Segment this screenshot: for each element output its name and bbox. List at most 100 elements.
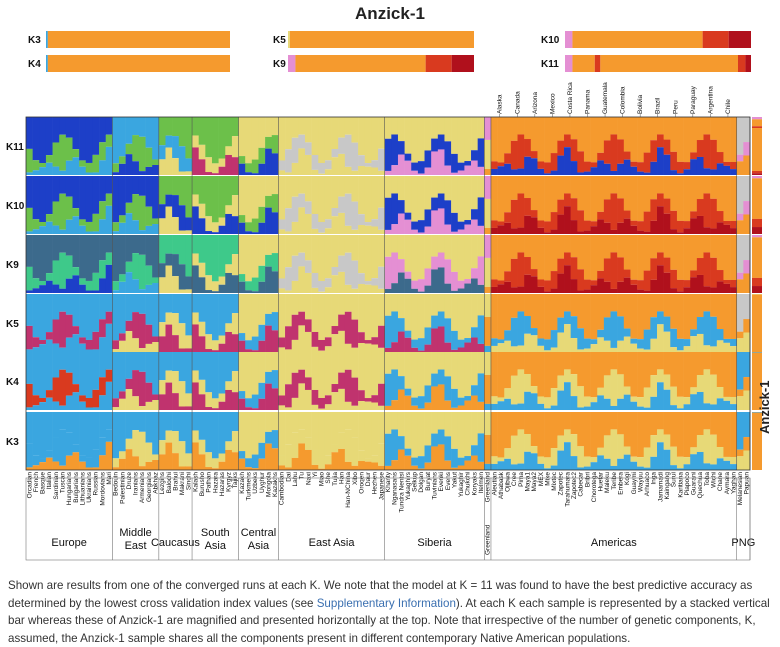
bar-K9-Bedouin-comp1 xyxy=(112,281,120,291)
bar-K5-Tajiks-comp0 xyxy=(231,294,239,314)
bar-K11-Italian-comp0 xyxy=(45,117,53,156)
bar-K5-Koryaks-comp0 xyxy=(471,294,478,328)
bar-K4-Koryaks-comp2 xyxy=(471,395,478,410)
bar-K9-Zapotec2-comp0 xyxy=(570,235,578,258)
bar-K4-Mixe-comp0 xyxy=(544,352,552,398)
sample-label-Hungarians: Hungarians xyxy=(66,471,73,505)
bar-K4-Bedouin-comp2 xyxy=(112,407,120,410)
bar-K11-Papuan-comp2 xyxy=(743,155,751,175)
bar-K5-Piapoco-comp1 xyxy=(683,339,691,347)
bar-K9-Koryaks-comp2 xyxy=(471,278,478,293)
bar-K4-Tujia-comp2 xyxy=(331,392,339,410)
bar-K4-Basque-comp2 xyxy=(39,402,47,410)
bar-K3-Tuscan-comp2 xyxy=(59,465,67,470)
bar-K10-Surui-comp0 xyxy=(670,176,678,211)
sample-label-Miao: Miao xyxy=(319,472,326,486)
bar-K4-Cabecar-comp2 xyxy=(577,407,585,410)
sample-label-Mixe: Mixe xyxy=(544,472,551,486)
bar-K9-Bribri-comp2 xyxy=(583,289,591,293)
bar-K3-Selkup-comp2 xyxy=(411,465,419,470)
bar-K5-Lezgins-comp0 xyxy=(158,294,166,323)
bar-K11-Iranians-comp2 xyxy=(132,161,140,175)
sample-label-Teribe: Teribe xyxy=(611,472,618,490)
bar-K10-Daur-comp0 xyxy=(364,176,372,223)
bar-K5-Papuan-comp0 xyxy=(743,294,751,320)
bar-K5-Sardinian-comp2 xyxy=(52,343,60,352)
group-label-Middle-East-1: East xyxy=(125,540,147,552)
inset-seg-K11-4 xyxy=(737,55,746,72)
bar-K5-Quechua-comp2 xyxy=(696,333,704,352)
bar-K10-Japanese-comp1 xyxy=(378,207,385,230)
anzick-col-K10-1 xyxy=(752,178,762,219)
bar-K5-Pathan-comp2 xyxy=(205,349,213,352)
bar-K10-Kazakhs-comp0 xyxy=(271,176,279,195)
bar-K3-Lithuanians-comp2 xyxy=(79,461,87,470)
bar-K3-Basque-comp2 xyxy=(39,462,47,470)
bar-K5-Palestinian-comp0 xyxy=(118,294,126,334)
supplementary-link[interactable]: Supplementary Information xyxy=(316,596,456,610)
bar-K10-Turkmens-comp1 xyxy=(245,222,253,232)
bar-K11-Tarahumara-comp2 xyxy=(564,147,571,175)
sample-label-Lezgins: Lezgins xyxy=(159,471,166,494)
bar-K4-Orcadian-comp2 xyxy=(26,407,33,410)
country-label-Arizona: Arizona xyxy=(532,92,539,114)
bar-K3-Naxi-comp2 xyxy=(304,449,312,470)
bar-K11-Yi-comp2 xyxy=(311,169,319,175)
bar-K4-Dolgan-comp0 xyxy=(417,352,425,397)
bar-K4-Embera-comp0 xyxy=(617,352,625,375)
sample-label-Greenland: Greenland xyxy=(485,472,492,503)
bar-K10-Sardinian-comp0 xyxy=(52,176,60,202)
bar-K10-Russian-comp1 xyxy=(92,213,100,232)
bar-K10-Arhuaco-comp2 xyxy=(643,231,651,234)
bar-K5-Hazara-comp1 xyxy=(211,340,219,351)
bar-K10-Bribri-comp2 xyxy=(583,230,591,234)
bar-K10-Kalash-comp2 xyxy=(192,206,199,234)
bar-K10-Naxi-comp0 xyxy=(304,176,312,202)
bar-K10-Mari-comp2 xyxy=(105,205,113,234)
bar-K3-Itelmen-comp1 xyxy=(477,433,485,462)
bar-K5-Aymara-comp2 xyxy=(723,342,731,352)
bar-K11-Inga-comp2 xyxy=(650,161,658,175)
bar-K10-Kazakhs-comp2 xyxy=(271,212,279,234)
bar-K9-Huetar-comp1 xyxy=(597,270,605,279)
bar-K5-Kyrgyz-comp2 xyxy=(225,331,233,352)
bar-K3-Xibo-comp0 xyxy=(351,412,359,438)
bar-K11-Yi-comp0 xyxy=(311,117,319,155)
bar-K11-Yaghan-comp0 xyxy=(730,117,738,162)
bar-K9-Tujia-comp2 xyxy=(331,275,339,293)
bar-K10-Ukrainians-comp0 xyxy=(85,176,93,222)
bar-K3-Kogi-comp0 xyxy=(623,412,631,447)
bar-K11-Papuan-comp1 xyxy=(743,142,751,156)
bar-K3-Yaghan-comp2 xyxy=(730,464,738,470)
bar-K9-Khanty-comp0 xyxy=(384,235,392,257)
sample-label-Piapoco: Piapoco xyxy=(684,472,691,496)
bar-K10-French-comp2 xyxy=(32,229,40,234)
bar-K9-Cree-comp0 xyxy=(510,235,518,259)
bar-K5-Buryat-comp1 xyxy=(424,327,432,345)
bar-K11-Kogi-comp1 xyxy=(623,151,631,160)
bar-K10-Naxi-comp1 xyxy=(304,201,312,214)
bar-K11-Greenland-comp0 xyxy=(484,117,492,140)
bar-K5-Mari-comp0 xyxy=(105,294,113,312)
bar-K5-Karitiana-comp1 xyxy=(676,338,684,351)
bar-K5-Burusho-comp0 xyxy=(198,294,206,322)
bar-K11-Inga-comp0 xyxy=(650,117,658,141)
bar-K3-Tuscan-comp1 xyxy=(59,429,67,466)
bar-K10-Cabecar-comp1 xyxy=(577,210,585,232)
bar-K4-Dolgan-comp1 xyxy=(417,396,425,409)
bar-K10-Bedouin-comp1 xyxy=(112,222,120,232)
bar-K5-Armenians-comp2 xyxy=(138,348,146,352)
bar-K10-Buryat-comp1 xyxy=(424,209,432,227)
bar-K5-Yukaghir-comp2 xyxy=(457,347,465,352)
bar-K4-Kazakhs-comp2 xyxy=(271,388,279,410)
bar-K11-Lezgins-comp2 xyxy=(158,159,166,175)
bar-K3-Piapoco-comp1 xyxy=(683,457,691,465)
bar-K11-Yukaghirs-comp1 xyxy=(404,153,412,161)
bar-K11-Ojibwa-comp2 xyxy=(504,163,512,175)
bar-K10-Maya1-comp1 xyxy=(524,198,532,216)
bar-K11-Druze-comp0 xyxy=(125,117,133,144)
bar-K4-Toba-comp1 xyxy=(703,369,711,404)
bar-K5-Cabecar-comp1 xyxy=(577,328,585,350)
sample-label-Lithuanians: Lithuanians xyxy=(80,471,87,505)
bar-K4-Tarahumara-comp2 xyxy=(564,382,571,410)
